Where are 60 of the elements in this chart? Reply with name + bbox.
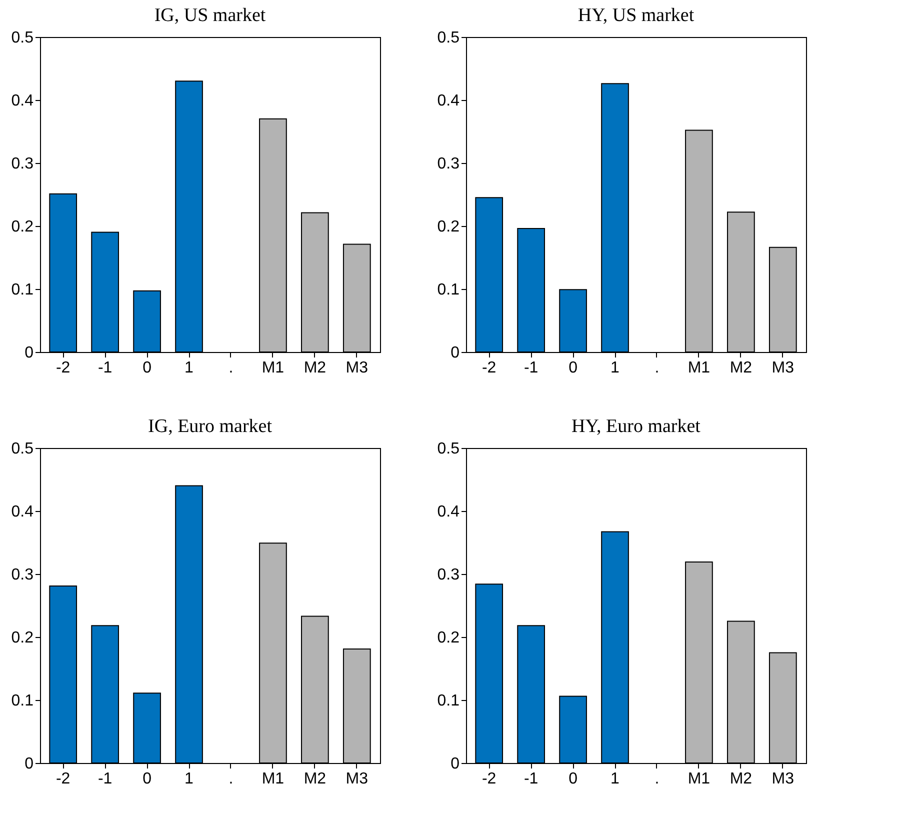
x-tick-label: 0 [142,770,152,788]
chart-title: IG, Euro market [148,416,273,437]
y-tick-label: 0.2 [11,218,34,236]
x-tick-label: M2 [304,770,326,788]
y-tick-label: 0.4 [437,92,460,110]
x-tick-label: 0 [568,360,578,376]
x-tick-label: 1 [610,770,620,788]
y-tick-label: 0.5 [11,30,34,46]
x-tick-label: M1 [688,360,710,376]
x-tick-label: M2 [730,360,752,376]
y-tick-label: 0 [450,756,460,772]
x-tick-label: -2 [482,770,496,788]
x-tick-label: M1 [262,360,284,376]
x-tick-label: -2 [56,770,70,788]
x-tick-label: . [654,770,660,788]
y-tick-label: 0.3 [11,156,34,172]
y-tick-label: 0.4 [437,504,460,520]
x-tick-label: M2 [730,770,752,788]
chart-title: HY, Euro market [572,416,702,437]
y-tick-label: 0.5 [11,440,34,458]
y-tick-label: 0.2 [11,630,34,646]
x-tick-label: 0 [568,770,578,788]
y-tick-label: 0.4 [11,504,34,520]
x-tick-label: M1 [688,770,710,788]
x-tick-label: -1 [524,770,538,788]
x-tick-label: M1 [262,770,284,788]
x-tick-label: -1 [524,360,538,376]
y-tick-label: 0.5 [437,30,460,46]
y-tick-label: 0.2 [437,630,460,646]
x-tick-label: M3 [772,360,794,376]
x-tick-label: M3 [346,360,368,376]
x-tick-label: M3 [346,770,368,788]
x-tick-label: 1 [184,770,194,788]
x-tick-label: . [228,360,234,376]
y-tick-label: 0.1 [437,692,460,710]
x-tick-label: -1 [98,360,112,376]
y-tick-label: 0.3 [11,566,34,584]
y-tick-label: 0.3 [437,566,460,584]
y-tick-label: 0.5 [437,440,460,458]
x-tick-label: M3 [772,770,794,788]
y-tick-label: 0.4 [11,92,34,110]
x-tick-label: -2 [482,360,496,376]
y-tick-label: 0.2 [437,218,460,236]
x-tick-label: . [654,360,660,376]
chart-title: HY, US market [578,5,695,26]
chart-title: IG, US market [154,5,266,26]
y-tick-label: 0 [450,344,460,362]
y-tick-label: 0.1 [11,692,34,710]
x-tick-label: 1 [184,360,194,376]
y-tick-label: 0.1 [437,282,460,298]
x-tick-label: -1 [98,770,112,788]
y-tick-label: 0.1 [11,282,34,298]
y-tick-label: 0 [24,344,34,362]
x-tick-label: M2 [304,360,326,376]
x-tick-label: . [228,770,234,788]
y-tick-label: 0 [24,756,34,772]
x-tick-label: 1 [610,360,620,376]
x-tick-label: 0 [142,360,152,376]
x-tick-label: -2 [56,360,70,376]
y-tick-label: 0.3 [437,156,460,172]
